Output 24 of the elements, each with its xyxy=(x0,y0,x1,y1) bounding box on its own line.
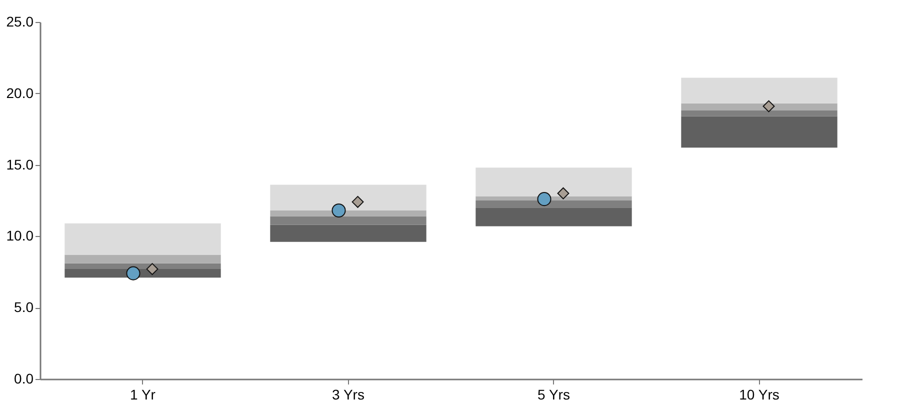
bar xyxy=(476,200,632,208)
bar xyxy=(270,216,426,225)
bar xyxy=(681,103,838,111)
bar xyxy=(270,184,426,210)
bar xyxy=(270,224,426,242)
y-tick-label: 20.0 xyxy=(6,84,34,101)
y-tick-label: 10.0 xyxy=(6,228,34,244)
x-tick-label: 1 Yr xyxy=(130,386,156,402)
y-tick-label: 25.0 xyxy=(6,14,34,30)
bar xyxy=(476,196,632,200)
bar xyxy=(64,254,221,264)
bar xyxy=(681,78,838,104)
bar xyxy=(64,263,221,270)
bar xyxy=(476,208,632,226)
bar xyxy=(476,168,632,196)
y-tick-label: 15.0 xyxy=(6,156,34,172)
x-tick-label: 3 Yrs xyxy=(332,386,364,402)
x-tick-label: 10 Yrs xyxy=(739,386,780,402)
bar xyxy=(681,110,838,116)
bar xyxy=(64,223,221,255)
y-tick-label: 5.0 xyxy=(14,299,34,316)
bar xyxy=(681,116,838,148)
x-tick-label: 5 Yrs xyxy=(538,386,570,402)
y-tick-label: 0.0 xyxy=(14,370,34,386)
